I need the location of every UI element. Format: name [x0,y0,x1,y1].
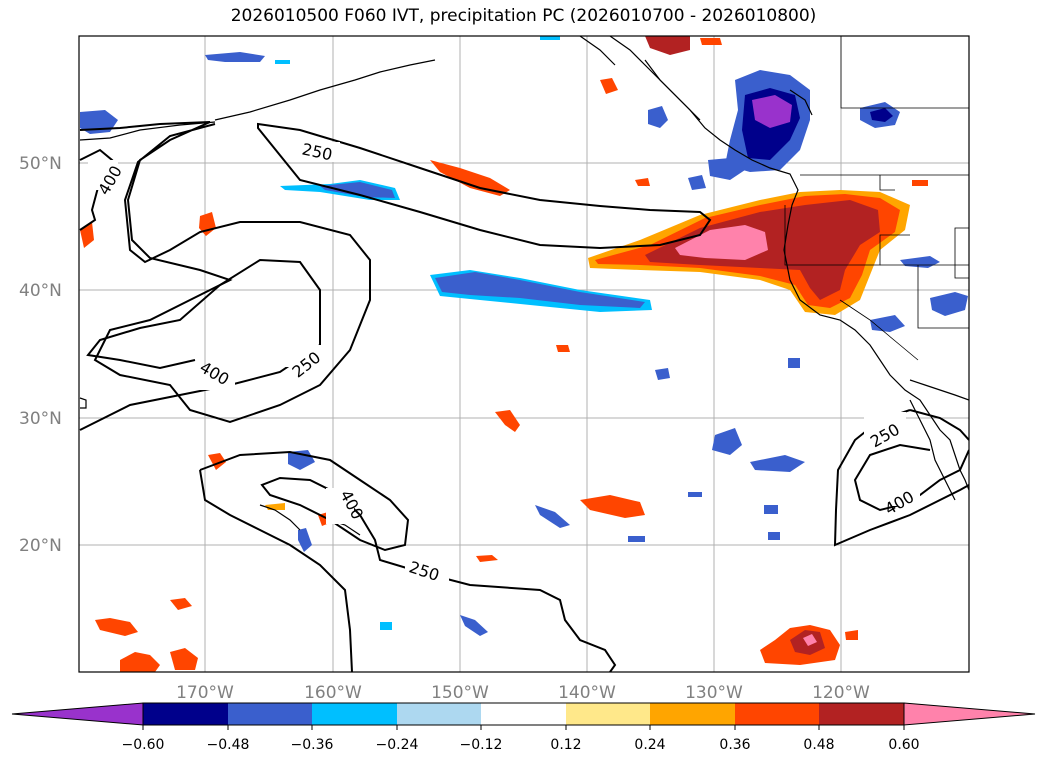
ivt-contours [79,121,969,672]
borders [784,36,969,361]
colorbar-extend-right [903,702,1036,726]
colorbar-bin [397,703,481,725]
lon-label-160w: 160°W [304,683,362,703]
colorbar-tick-label: −0.48 [207,737,250,753]
map-title: 2026010500 F060 IVT, precipitation PC (2… [230,6,817,26]
lat-label-20n: 20°N [19,536,62,556]
colorbar-tick-label: 0.48 [803,737,834,753]
lat-label-50n: 50°N [19,154,62,174]
precip-negative-areas [80,36,968,636]
precip-positive-areas [80,36,928,672]
map-frame [78,35,970,673]
colorbar-tick-label: 0.24 [634,737,665,753]
lat-label-30n: 30°N [19,409,62,429]
lon-label-170w: 170°W [176,683,234,703]
colorbar-bin [566,703,650,725]
colorbar-bin [819,703,904,725]
latitude-labels: 50°N 40°N 30°N 20°N [19,154,62,556]
lon-label-130w: 130°W [685,683,743,703]
longitude-labels: 170°W 160°W 150°W 140°W 130°W 120°W [176,683,870,703]
colorbar-bin [481,703,566,725]
lat-label-40n: 40°N [19,281,62,301]
colorbar-tick-label: 0.60 [888,737,919,753]
colorbar: −0.60 −0.48 −0.36 −0.24 −0.12 0.12 0.24 … [11,702,1036,753]
lon-label-140w: 140°W [558,683,616,703]
colorbar-tick-label: −0.24 [376,737,419,753]
colorbar-tick-label: 0.12 [550,737,581,753]
coastlines [79,36,969,536]
lon-label-120w: 120°W [812,683,870,703]
colorbar-bin [735,703,819,725]
colorbar-bin [312,703,397,725]
colorbar-bin [650,703,735,725]
colorbar-extend-left [11,702,144,726]
colorbar-tick-label: 0.36 [719,737,750,753]
colorbar-bin [228,703,312,725]
colorbar-bin [143,703,228,725]
lon-label-150w: 150°W [431,683,489,703]
colorbar-tick-label: −0.36 [291,737,334,753]
colorbar-tick-label: −0.12 [460,737,503,753]
colorbar-tick-label: −0.60 [122,737,165,753]
map-background [79,36,969,672]
